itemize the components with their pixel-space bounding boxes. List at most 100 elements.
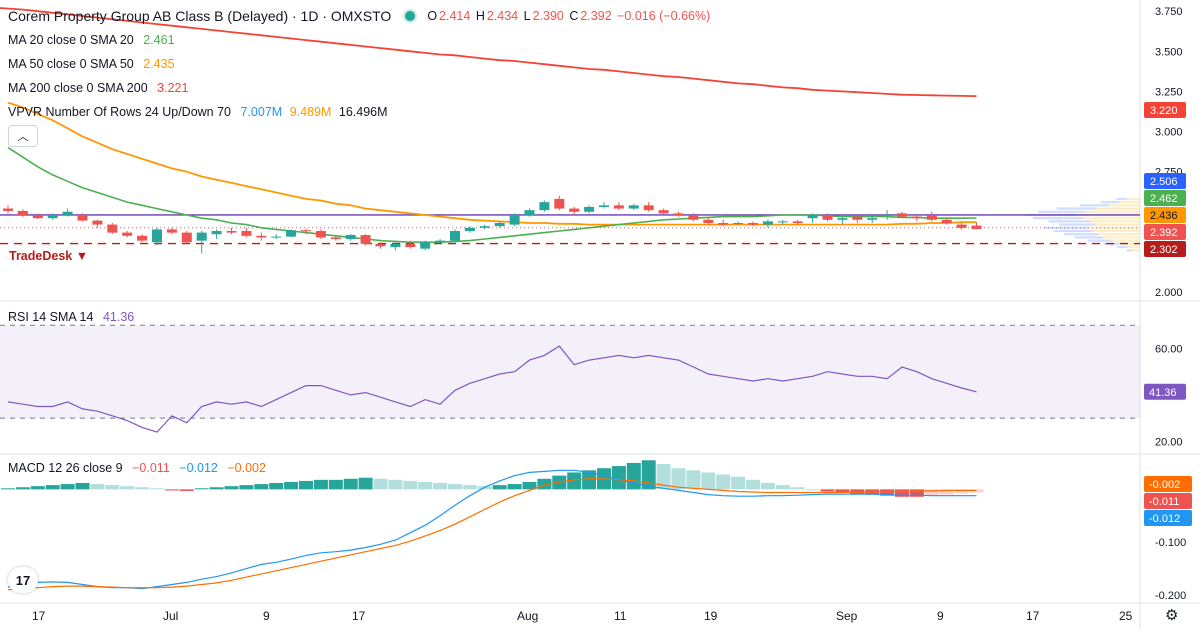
candle-body [405, 243, 416, 248]
candle-body [226, 231, 237, 233]
macd-hist-bar [567, 472, 582, 490]
candle-body [181, 232, 192, 243]
chevron-up-icon: ︿ [17, 131, 29, 143]
candle-body [599, 205, 609, 207]
ma50-legend[interactable]: MA 50 close 0 SMA 50 2.435 [8, 57, 181, 71]
macd-hist-bar [209, 487, 224, 490]
vpvr-bar-up [1087, 239, 1112, 242]
ma200-value: 3.221 [157, 81, 189, 95]
vpvr-bar-up [1116, 197, 1127, 201]
macd-hist-bar [313, 479, 328, 490]
rsi-tick-label: 60.00 [1155, 343, 1183, 355]
candle-body [926, 214, 937, 220]
tradingview-logo-icon[interactable]: 17 [8, 567, 38, 593]
macd-hist-bar [731, 476, 746, 490]
vpvr-bar-up [1058, 223, 1096, 226]
macd-hist-bar [701, 472, 716, 490]
candle-body [539, 202, 550, 211]
macd-hist-bar [626, 462, 641, 490]
macd-hist-bar [388, 479, 403, 490]
price-tag [1144, 207, 1186, 223]
vpvr-bar-down [1098, 233, 1140, 236]
macd-hist-bar [15, 487, 30, 490]
macd-hist-bar [611, 466, 626, 490]
macd-hist-bar [805, 489, 820, 491]
candle-body [479, 226, 490, 228]
macd-hist-bar [462, 485, 477, 490]
ma200-legend[interactable]: MA 200 close 0 SMA 200 3.221 [8, 81, 194, 95]
macd-hist-bar [448, 484, 462, 490]
vpvr-bar-down [1087, 226, 1140, 229]
candle-body [390, 243, 401, 248]
macd-hist-bar [880, 489, 895, 496]
candle-body [628, 205, 639, 209]
vpvr-bar-down [1082, 217, 1140, 220]
macd-hist-bar [671, 468, 686, 490]
macd-legend[interactable]: MACD 12 26 close 9 −0.011 −0.012 −0.002 [8, 461, 272, 475]
vpvr-bar-up [1064, 233, 1099, 236]
candle-body [271, 236, 282, 238]
vpvr-down: 9.489M [289, 105, 332, 119]
candle-body [286, 230, 297, 237]
macd-hist-bar [105, 485, 120, 490]
macd-line [7, 469, 977, 590]
time-axis-label: 9 [937, 609, 944, 623]
symbol-header[interactable]: Corem Property Group AB Class B (Delayed… [8, 8, 712, 24]
price-tick-label: 3.250 [1155, 86, 1183, 98]
vpvr-bar-down [1126, 245, 1140, 249]
candle-body [956, 224, 967, 228]
candle-body [643, 205, 654, 211]
macd-hist-bar [760, 483, 775, 490]
time-axis-label: 11 [614, 609, 627, 623]
price-tick-label: 3.500 [1155, 46, 1183, 58]
macd-hist-bar [775, 485, 790, 490]
macd-hist-bar [164, 489, 179, 491]
vpvr-bar-up [1079, 204, 1109, 207]
candle-body [733, 222, 744, 224]
price-tick-label: 3.000 [1155, 127, 1183, 139]
ohlc-readout: O 2.414 H 2.434 L 2.390 C 2.392 −0.016 (−0.6… [427, 9, 711, 23]
macd-tag-label: -0.011 [1149, 496, 1179, 508]
macd-hist-bar [954, 489, 969, 494]
candle-body [569, 208, 580, 212]
macd-hist-bar [358, 477, 373, 490]
macd-hist-bar [135, 487, 150, 490]
macd-hist-bar [716, 474, 731, 490]
vpvr-bar-up [1043, 226, 1088, 229]
macd-hist-bar [299, 480, 313, 490]
vpvr-bar-up [1038, 210, 1086, 213]
vpvr-bar-down [1103, 236, 1140, 239]
collapse-legend-button[interactable]: ︿ [8, 125, 38, 147]
price-tag [1144, 190, 1186, 206]
vpvr-legend[interactable]: VPVR Number Of Rows 24 Up/Down 70 7.007M… [8, 105, 394, 119]
rsi-legend[interactable]: RSI 14 SMA 14 41.36 [8, 310, 140, 324]
ma20-legend[interactable]: MA 20 close 0 SMA 20 2.461 [8, 33, 181, 47]
candle-body [777, 221, 788, 223]
price-tag [1144, 102, 1186, 118]
rsi-tag [1144, 383, 1186, 400]
candle-body [658, 210, 669, 214]
vpvr-bar-up [1032, 217, 1083, 220]
candle-body [524, 210, 535, 215]
candle-body [897, 213, 907, 217]
vpvr-bar-up [1100, 201, 1120, 204]
ma20-label: MA 20 close 0 SMA 20 [8, 33, 134, 47]
price-tag [1144, 173, 1186, 189]
tradedesk-label[interactable]: TradeDesk ▼ [9, 249, 89, 263]
macd-value: −0.012 [179, 461, 218, 475]
macd-tick-label: -0.100 [1155, 537, 1186, 549]
candle-body [867, 218, 878, 220]
symbol-title[interactable]: Corem Property Group AB Class B (Delayed… [8, 8, 392, 24]
candle-body [613, 205, 624, 209]
vpvr-bar-down [1111, 239, 1140, 242]
price-tag [1144, 224, 1186, 240]
candle-body [792, 221, 803, 223]
gear-icon[interactable]: ⚙ [1165, 607, 1179, 624]
time-axis-label: 17 [352, 609, 366, 623]
vpvr-up: 7.007M [240, 105, 283, 119]
candle-body [122, 232, 133, 236]
macd-hist-bar [284, 481, 299, 490]
vpvr-bar-down [1095, 207, 1140, 210]
